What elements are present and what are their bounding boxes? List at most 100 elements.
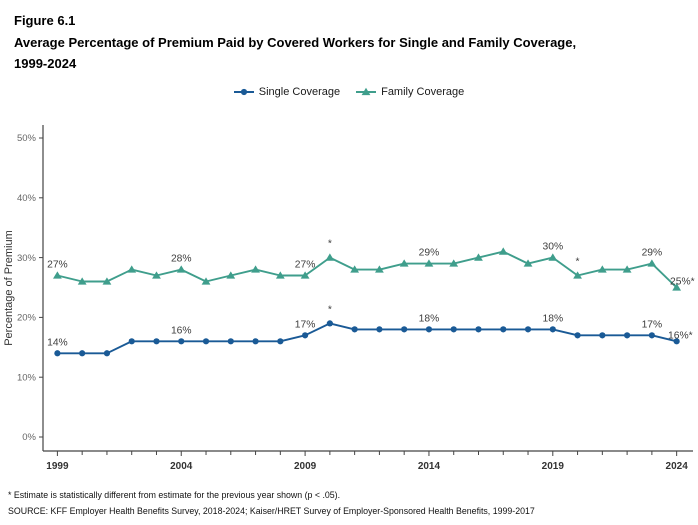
y-tick-label: 10% bbox=[17, 372, 37, 383]
data-point bbox=[574, 332, 581, 339]
data-point-label: 16% bbox=[171, 325, 192, 336]
data-point bbox=[475, 326, 482, 333]
data-point bbox=[226, 271, 236, 279]
data-point bbox=[79, 350, 86, 357]
data-point bbox=[103, 350, 111, 357]
y-tick-label: 20% bbox=[17, 313, 37, 324]
x-tick-label: 2014 bbox=[418, 461, 441, 472]
data-point-label: 30% bbox=[542, 242, 563, 253]
data-point bbox=[500, 326, 507, 333]
y-tick-label: 50% bbox=[17, 133, 37, 144]
data-point bbox=[252, 338, 259, 345]
data-point-label: 25%* bbox=[670, 277, 695, 288]
x-tick-label: 2019 bbox=[542, 461, 565, 472]
data-point bbox=[450, 326, 457, 333]
data-point bbox=[549, 326, 556, 333]
data-point bbox=[672, 283, 682, 291]
data-point-label: 17% bbox=[295, 319, 316, 330]
series-line bbox=[57, 322, 677, 355]
chart-footnotes: * Estimate is statistically different fr… bbox=[8, 488, 693, 519]
data-point-label: 14% bbox=[47, 337, 68, 348]
data-point bbox=[498, 247, 508, 255]
data-point bbox=[102, 277, 112, 285]
legend-item-single-coverage: Single Coverage bbox=[233, 86, 341, 98]
data-point bbox=[326, 320, 333, 327]
data-point bbox=[401, 326, 408, 333]
data-point bbox=[647, 259, 657, 267]
y-tick-label: 40% bbox=[17, 193, 37, 204]
footnote-source: SOURCE: KFF Employer Health Benefits Sur… bbox=[8, 505, 535, 516]
legend-item-family-coverage: Family Coverage bbox=[356, 86, 464, 98]
data-point-label: * bbox=[328, 239, 332, 250]
data-point bbox=[302, 332, 309, 339]
data-point bbox=[524, 326, 532, 333]
data-point-label: 29% bbox=[419, 248, 440, 259]
y-axis-title: Percentage of Premium bbox=[3, 230, 15, 346]
y-tick-label: 30% bbox=[17, 253, 37, 264]
data-point bbox=[425, 326, 433, 333]
data-point bbox=[300, 271, 310, 279]
data-point bbox=[648, 332, 655, 339]
data-point-label: 16%* bbox=[668, 330, 693, 341]
data-point bbox=[599, 332, 606, 339]
series-family-coverage: 27% 28% 27% * 29% 30% * 29% 25%* bbox=[47, 239, 695, 291]
data-point-label: * bbox=[328, 304, 332, 315]
chart-canvas: 0% 10% 20% 30% 40% 50% 1999 2004 2009 2014 2019 202… bbox=[3, 125, 695, 472]
data-point bbox=[548, 253, 558, 261]
legend-label-single-coverage: Single Coverage bbox=[258, 86, 341, 98]
data-point bbox=[77, 277, 87, 285]
x-tick-label: 1999 bbox=[46, 461, 69, 472]
data-point bbox=[523, 259, 533, 267]
data-point bbox=[673, 338, 680, 345]
series-single-coverage: 14% 16% 17% * 18% 18% 17% 16%* bbox=[47, 304, 693, 357]
x-tick-label: 2004 bbox=[170, 461, 193, 472]
data-point bbox=[573, 271, 582, 279]
data-point bbox=[53, 271, 62, 279]
y-tick-label: 0% bbox=[22, 432, 36, 443]
data-point bbox=[277, 338, 284, 345]
series-line bbox=[57, 250, 678, 289]
data-point bbox=[350, 265, 360, 273]
data-point bbox=[128, 338, 135, 345]
x-tick-label: 2009 bbox=[294, 461, 317, 472]
data-point bbox=[127, 265, 137, 273]
data-point bbox=[153, 338, 160, 345]
data-point bbox=[424, 259, 434, 267]
data-point bbox=[227, 338, 234, 345]
data-point-label: 18% bbox=[542, 313, 563, 324]
data-point-label: 17% bbox=[642, 319, 663, 330]
figure-header: Figure 6.1 Average Percentage of Premium… bbox=[14, 10, 686, 75]
chart-legend: Single Coverage Family Coverage bbox=[0, 86, 698, 98]
circle-line-marker-icon bbox=[233, 88, 254, 96]
data-point bbox=[449, 259, 459, 267]
footnote-significance: * Estimate is statistically different fr… bbox=[8, 490, 341, 500]
triangle-line-marker-icon bbox=[356, 87, 377, 96]
data-point bbox=[176, 265, 186, 273]
legend-label-family-coverage: Family Coverage bbox=[381, 86, 465, 98]
data-point bbox=[375, 265, 384, 273]
data-point bbox=[178, 338, 185, 345]
data-point bbox=[201, 277, 211, 285]
data-point bbox=[399, 259, 409, 267]
data-point bbox=[152, 271, 161, 279]
x-tick-label: 2024 bbox=[666, 461, 689, 472]
data-point bbox=[325, 253, 335, 261]
figure-title: Average Percentage of Premium Paid by Co… bbox=[14, 34, 577, 50]
data-point-label: 28% bbox=[171, 254, 192, 265]
data-point bbox=[597, 265, 607, 273]
data-point bbox=[275, 271, 285, 279]
data-point-label: 29% bbox=[642, 248, 663, 259]
data-point bbox=[376, 326, 383, 333]
data-point-label: 27% bbox=[47, 260, 68, 271]
data-point bbox=[474, 253, 483, 261]
data-point bbox=[624, 332, 631, 339]
data-point bbox=[202, 338, 210, 345]
data-point bbox=[54, 350, 61, 357]
figure-label: Figure 6.1 bbox=[14, 13, 76, 28]
figure-title-years: 1999-2024 bbox=[14, 56, 77, 71]
data-point-label: 18% bbox=[419, 313, 440, 324]
data-point-label: * bbox=[576, 257, 580, 268]
data-point bbox=[622, 265, 632, 273]
data-point-label: 27% bbox=[295, 260, 316, 271]
data-point bbox=[251, 265, 260, 273]
